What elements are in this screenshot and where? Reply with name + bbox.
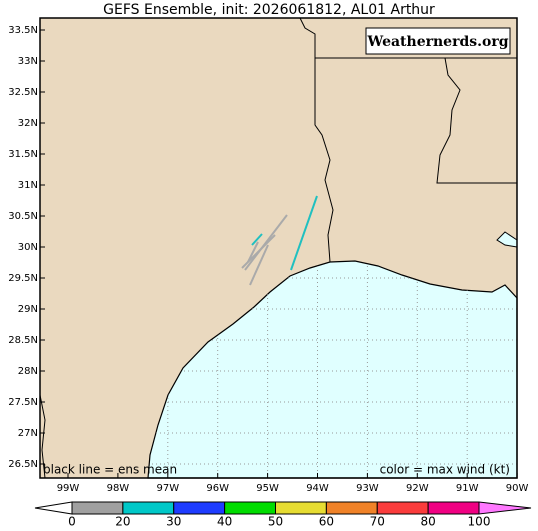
colorbar-label: 100 (468, 515, 491, 529)
lat-label: 29N (18, 304, 38, 315)
lat-label: 31.5N (8, 149, 38, 160)
title: GEFS Ensemble, init: 2026061812, AL01 Ar… (103, 2, 435, 18)
lon-label: 91W (456, 483, 479, 494)
colorbar-segment (122, 501, 175, 515)
colorbar-segment (173, 501, 226, 515)
lat-label: 30N (18, 242, 38, 253)
ocean (147, 260, 518, 479)
lon-label: 93W (356, 483, 379, 494)
colorbar-label: 0 (68, 515, 76, 529)
colorbar-label: 40 (217, 515, 232, 529)
legend-note: color = max wind (kt) (380, 463, 510, 477)
lon-label: 94W (306, 483, 329, 494)
tracks (241, 195, 318, 286)
lat-label: 32N (18, 118, 38, 129)
map-frame (39, 17, 518, 479)
lon-label: 99W (57, 483, 80, 494)
lat-label: 33N (18, 56, 38, 67)
lat-label: 28N (18, 366, 38, 377)
colorbar-segment (376, 501, 429, 515)
lon-label: 98W (107, 483, 130, 494)
colorbar-label: 20 (115, 515, 130, 529)
lon-label: 90W (506, 483, 529, 494)
borders (39, 17, 517, 479)
colorbar-label: 50 (268, 515, 283, 529)
lat-label: 26.5N (8, 459, 38, 470)
colorbar-label: 70 (370, 515, 385, 529)
lon-label: 95W (256, 483, 279, 494)
lat-label: 33.5N (8, 25, 38, 36)
colorbar-segment (325, 501, 378, 515)
delta (496, 231, 518, 248)
lat-label: 30.5N (8, 211, 38, 222)
colorbar-label: 60 (319, 515, 334, 529)
lat-label: 27.5N (8, 397, 38, 408)
watermark: Weathernerds.org (367, 34, 509, 50)
lon-label: 96W (206, 483, 229, 494)
colorbar-segment (427, 501, 480, 515)
colorbar-segment (71, 501, 124, 515)
lat-label: 31N (18, 180, 38, 191)
lat-label: 27N (18, 428, 38, 439)
lat-label: 28.5N (8, 335, 38, 346)
colorbar-segment (224, 501, 276, 515)
colorbar-segment (275, 501, 327, 515)
colorbar-label: 80 (420, 515, 435, 529)
colorbar-end (34, 501, 73, 515)
colorbar-label: 30 (166, 515, 181, 529)
watermark-box (365, 27, 511, 55)
colorbar-end (478, 501, 532, 515)
lat-label: 32.5N (8, 87, 38, 98)
legend-note: black line = ens mean (43, 463, 177, 477)
lon-label: 92W (406, 483, 429, 494)
lon-label: 97W (156, 483, 179, 494)
lat-label: 29.5N (8, 273, 38, 284)
